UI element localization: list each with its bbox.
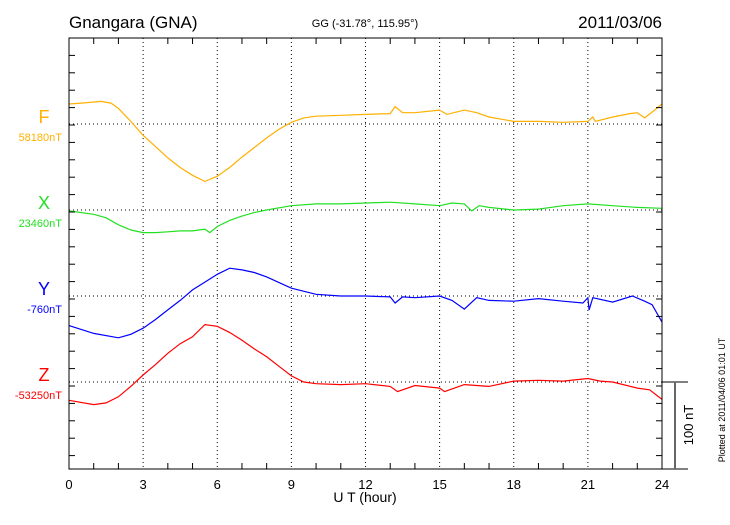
date-title: 2011/03/06 <box>578 13 662 32</box>
series-baseline-y: -760nT <box>27 304 62 316</box>
series-name-z: Z <box>39 365 50 385</box>
x-tick-label: 3 <box>140 477 147 492</box>
series-name-f: F <box>39 107 50 127</box>
x-ticks: 0 3 6 9 12 15 18 21 24 <box>65 38 669 492</box>
x-tick-label: 6 <box>214 477 221 492</box>
trace-z <box>68 323 663 406</box>
series-baseline-f: 58180nT <box>19 132 63 144</box>
x-tick-label: 18 <box>507 477 521 492</box>
series-baseline-z: -53250nT <box>15 390 62 402</box>
plot-frame <box>68 37 663 470</box>
x-tick-label: 24 <box>655 477 669 492</box>
traces <box>68 100 663 406</box>
x-tick-label: 15 <box>432 477 446 492</box>
trace-f <box>68 100 663 183</box>
x-tick-label: 0 <box>65 477 72 492</box>
series-labels: F 58180nT X 23460nT Y -760nT Z -53250nT <box>15 107 62 402</box>
scale-bar <box>662 381 688 470</box>
x-tick-label: 21 <box>581 477 595 492</box>
series-name-x: X <box>38 193 50 213</box>
grid <box>69 38 662 469</box>
series-baseline-x: 23460nT <box>19 218 63 230</box>
station-title: Gnangara (GNA) <box>69 13 198 32</box>
station-coords: GG (-31.78°, 115.95°) <box>312 18 418 30</box>
series-name-y: Y <box>38 279 50 299</box>
x-axis-label: U T (hour) <box>333 489 396 505</box>
trace-y <box>68 267 663 339</box>
trace-x <box>68 201 663 234</box>
plotted-at: Plotted at 2011/04/06 01:01 UT <box>717 337 727 462</box>
x-tick-label: 12 <box>358 477 372 492</box>
x-tick-label: 9 <box>288 477 295 492</box>
scale-label: 100 nT <box>681 405 696 446</box>
